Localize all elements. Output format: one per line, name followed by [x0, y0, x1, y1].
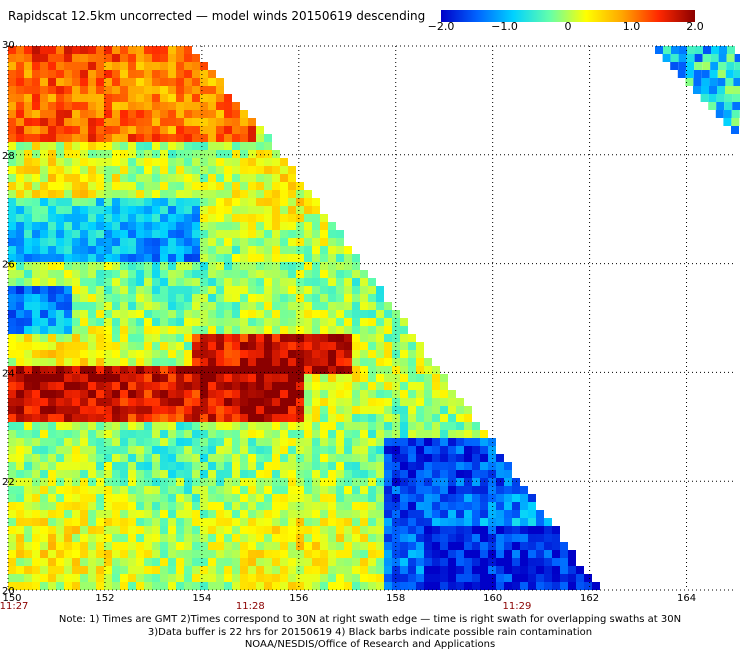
- longitude-tick-label: 164: [677, 593, 696, 604]
- longitude-tick-label: 152: [95, 593, 114, 604]
- longitude-tick-label: 158: [386, 593, 405, 604]
- swath-cells: [8, 46, 740, 590]
- colorbar-label: −1.0: [491, 20, 518, 33]
- colorbar-label: 1.0: [622, 20, 641, 33]
- latitude-tick-label: 26: [2, 260, 15, 271]
- longitude-labels: 150 152 154 156 158 160 162 164: [2, 593, 696, 604]
- latitude-tick-label: 24: [2, 368, 15, 379]
- time-label: 11:28: [236, 601, 265, 612]
- longitude-tick-label: 154: [192, 593, 211, 604]
- latitude-tick-label: 20: [2, 586, 15, 597]
- colorbar-label: 2.0: [686, 20, 704, 33]
- latitude-tick-label: 22: [2, 477, 15, 488]
- longitude-tick-label: 156: [289, 593, 308, 604]
- longitude-tick-label: 162: [580, 593, 599, 604]
- colorbar: [441, 10, 695, 22]
- note-line-1: Note: 1) Times are GMT 2)Times correspon…: [58, 614, 682, 625]
- longitude-tick-label: 160: [483, 593, 502, 604]
- colorbar-label: 0: [564, 20, 572, 33]
- time-label: 11:27: [0, 601, 28, 612]
- lat-lon-grid: [7, 45, 735, 591]
- time-labels: 11:27 11:28 11:29: [0, 601, 531, 612]
- latitude-tick-label: 30: [2, 40, 15, 51]
- latitude-labels: 20 22 24 26 28 30: [2, 40, 15, 597]
- time-label: 11:29: [502, 601, 531, 612]
- longitude-tick-label: 150: [2, 593, 21, 604]
- map-title: Rapidscat 12.5km uncorrected — model win…: [8, 9, 426, 23]
- latitude-tick-label: 28: [2, 151, 15, 162]
- note-line-3: NOAA/NESDIS/Office of Research and Appli…: [244, 639, 496, 650]
- colorbar-label: −2.0: [427, 20, 455, 33]
- note-line-2: 3)Data buffer is 22 hrs for 20150619 4) …: [147, 627, 593, 638]
